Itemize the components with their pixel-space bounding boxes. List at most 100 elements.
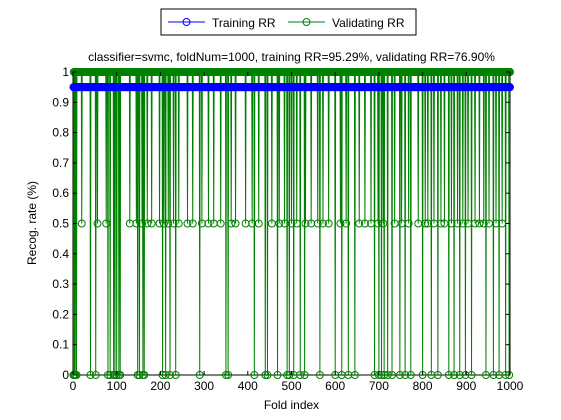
validating-rr-point bbox=[273, 371, 282, 379]
x-axis-ticks: 0 100 200 300 400 500 600 700 800 900 1000 bbox=[70, 72, 524, 393]
validating-rr-point bbox=[315, 371, 324, 379]
validating-rr-point bbox=[458, 219, 467, 228]
validating-rr-point bbox=[342, 219, 351, 228]
x-tick-label: 700 bbox=[369, 379, 389, 393]
legend-label-training: Training RR bbox=[212, 16, 276, 30]
y-tick-label: 0.1 bbox=[52, 338, 69, 352]
validating-rr-point bbox=[423, 219, 432, 228]
y-tick-label: 0.5 bbox=[52, 217, 69, 231]
y-tick-label: 0.2 bbox=[52, 307, 69, 321]
validating-rr-point bbox=[475, 219, 484, 228]
validating-rr-point bbox=[204, 219, 213, 228]
validating-rr-point bbox=[455, 371, 464, 379]
x-tick-label: 1000 bbox=[497, 379, 524, 393]
validating-rr-point bbox=[292, 219, 301, 228]
validating-rr-point bbox=[285, 371, 294, 379]
y-tick-label: 0 bbox=[62, 368, 69, 382]
validating-rr-point bbox=[318, 219, 327, 228]
validating-rr-point bbox=[195, 371, 204, 379]
validating-rr-point bbox=[231, 219, 240, 228]
validating-rr-point bbox=[159, 219, 168, 228]
x-tick-label: 500 bbox=[281, 379, 301, 393]
validating-rr-point bbox=[263, 371, 272, 379]
validating-rr-point bbox=[155, 219, 164, 228]
validating-rr-point bbox=[102, 219, 111, 228]
validating-rr-point bbox=[261, 371, 270, 379]
validating-rr-point bbox=[355, 219, 364, 228]
validating-rr-point bbox=[143, 219, 152, 228]
validating-rr-point bbox=[450, 371, 459, 379]
legend: Training RR Validating RR bbox=[160, 8, 417, 36]
x-axis-label: Fold index bbox=[264, 398, 319, 412]
chart-title: classifier=svmc, foldNum=1000, training … bbox=[88, 50, 495, 64]
y-tick-label: 0.7 bbox=[52, 156, 69, 170]
validating-rr-point bbox=[174, 219, 183, 228]
validating-rr-point bbox=[140, 371, 149, 379]
validating-rr-point bbox=[360, 219, 369, 228]
validating-rr-point bbox=[171, 371, 180, 379]
validating-rr-point bbox=[404, 219, 413, 228]
y-tick-label: 0.6 bbox=[52, 186, 69, 200]
validating-rr-point bbox=[324, 219, 333, 228]
validating-rr-point bbox=[498, 219, 507, 228]
validating-rr-point bbox=[380, 371, 389, 379]
validating-rr-point bbox=[492, 219, 501, 228]
validating-rr-point bbox=[147, 219, 156, 228]
validating-rr-point bbox=[301, 219, 310, 228]
validating-rr-point bbox=[221, 371, 230, 379]
y-tick-label: 0.9 bbox=[52, 95, 69, 109]
x-tick-label: 0 bbox=[70, 379, 77, 393]
validating-rr-point bbox=[275, 219, 284, 228]
y-axis-label: Recog. rate (%) bbox=[25, 181, 39, 265]
validating-rr-point bbox=[388, 371, 397, 379]
validating-rr-point bbox=[250, 371, 259, 379]
validating-rr-point bbox=[436, 219, 445, 228]
validating-rr-point bbox=[471, 219, 480, 228]
validating-rr-point bbox=[183, 219, 192, 228]
x-tick-label: 400 bbox=[238, 379, 258, 393]
validating-rr-point bbox=[421, 219, 430, 228]
validating-rr-point bbox=[453, 219, 462, 228]
validating-rr-point bbox=[401, 371, 410, 379]
y-axis-ticks: 0 0.1 0.2 0.3 0.4 0.5 0.6 0.7 0.8 0.9 1 bbox=[52, 65, 510, 382]
y-tick-label: 0.8 bbox=[52, 126, 69, 140]
validating-rr-point bbox=[406, 371, 415, 379]
validating-rr-point bbox=[216, 219, 225, 228]
validating-rr-point bbox=[383, 371, 392, 379]
validating-rr-point bbox=[93, 219, 102, 228]
validating-rr-point bbox=[161, 371, 170, 379]
validating-rr-point bbox=[169, 219, 178, 228]
x-tick-label: 900 bbox=[456, 379, 476, 393]
validating-rr-point bbox=[300, 371, 309, 379]
validating-rr-point bbox=[489, 371, 498, 379]
x-tick-label: 800 bbox=[413, 379, 433, 393]
validating-rr-point bbox=[224, 371, 233, 379]
validating-rr-point bbox=[135, 371, 144, 379]
y-tick-label: 1 bbox=[62, 65, 69, 79]
validating-rr-point bbox=[447, 219, 456, 228]
validating-rr-point bbox=[377, 371, 386, 379]
validating-rr-point bbox=[461, 371, 470, 379]
validating-rr-point bbox=[444, 371, 453, 379]
legend-marker-training bbox=[182, 18, 191, 26]
x-tick-label: 300 bbox=[194, 379, 214, 393]
validating-rr-point bbox=[479, 219, 488, 228]
x-tick-label: 600 bbox=[325, 379, 345, 393]
validating-rr-point bbox=[77, 219, 86, 228]
validating-rr-point bbox=[254, 219, 263, 228]
validating-rr-point bbox=[132, 219, 141, 228]
validating-rr-point bbox=[505, 371, 514, 379]
legend-marker-validating bbox=[302, 18, 311, 26]
validating-rr-point bbox=[350, 371, 359, 379]
validating-rr-point bbox=[138, 219, 147, 228]
validating-rr-point bbox=[467, 371, 476, 379]
validating-rr-point bbox=[374, 219, 383, 228]
legend-label-validating: Validating RR bbox=[332, 16, 405, 30]
validating-rr-point bbox=[296, 371, 305, 379]
validating-rr-point bbox=[227, 219, 236, 228]
validating-rr-point bbox=[86, 371, 95, 379]
validating-rr-point bbox=[91, 371, 100, 379]
validating-rr-point bbox=[433, 371, 442, 379]
validating-rr-point bbox=[287, 219, 296, 228]
